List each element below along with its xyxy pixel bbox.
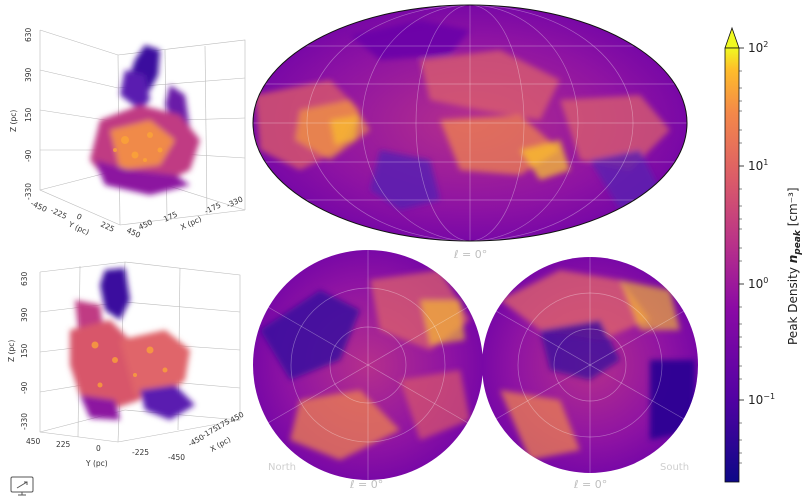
top-z-tick: -330: [24, 183, 33, 200]
top-z-tick: 390: [24, 67, 33, 82]
north-center-label: ℓ = 0°: [349, 478, 383, 491]
bottom-z-tick: 630: [20, 271, 29, 286]
top-y-tick: 225: [99, 220, 116, 234]
top-x-tick: 450: [137, 218, 154, 232]
top-z-tick: -90: [24, 150, 33, 162]
bottom-z-tick: 150: [20, 343, 29, 358]
colorbar-tick-label: 101: [748, 158, 768, 173]
bottom-y-tick: -225: [132, 448, 149, 457]
top-y-tick: -225: [49, 206, 68, 221]
top-x-tick: -330: [225, 194, 244, 209]
bottom-z-tick: -330: [20, 413, 29, 430]
top-z-tick: 630: [24, 27, 33, 42]
north-polar-map: North ℓ = 0°: [253, 250, 483, 491]
colorbar-extend-arrow: [724, 26, 740, 49]
top-x-axis-label: X (pc): [179, 214, 203, 232]
bottom-y-tick: -450: [168, 453, 185, 462]
bottom-y-tick: 450: [26, 437, 41, 446]
bottom-y-axis-label: Y (pc): [85, 459, 108, 468]
bottom-y-tick: 225: [56, 440, 71, 449]
bottom-3d-panel: Z (pc) 630 390 150 -90 -330 450 225 0 -2…: [7, 261, 246, 468]
bottom-z-tick: -90: [20, 382, 29, 394]
top-z-tick: 150: [24, 107, 33, 122]
top-y-tick: 0: [75, 212, 83, 222]
bottom-z-tick: 390: [20, 307, 29, 322]
north-corner-label: North: [268, 462, 296, 473]
top-y-axis-label: Y (pc): [66, 219, 90, 237]
top-y-tick: -450: [29, 199, 48, 214]
colorbar-gradient: [724, 47, 740, 483]
bottom-x-tick: 450: [229, 410, 246, 425]
colorbar-title: Peak Density npeak [cm⁻³]: [786, 187, 803, 345]
bottom-z-axis-label: Z (pc): [7, 340, 16, 362]
bottom-y-tick: 0: [96, 444, 101, 453]
monitor-icon[interactable]: [10, 476, 34, 496]
mollweide-center-label: ℓ = 0°: [453, 248, 487, 261]
colorbar-tick-label: 100: [748, 276, 768, 291]
mollweide-map: ℓ = 0°: [252, 4, 688, 261]
colorbar-tick-label: 102: [748, 40, 768, 55]
south-center-label: ℓ = 0°: [573, 478, 607, 491]
south-polar-map: South ℓ = 0°: [482, 257, 698, 491]
top-3d-panel: Z (pc) 630 390 150 -90 -330 -450 -225 0 …: [9, 27, 246, 240]
colorbar: 102 101 100 10−1 Peak Density npeak [cm⁻…: [724, 26, 803, 483]
top-z-axis-label: Z (pc): [9, 110, 18, 132]
colorbar-tick-label: 10−1: [748, 392, 775, 407]
top-x-tick: -175: [203, 200, 222, 215]
south-corner-label: South: [660, 462, 689, 473]
top-x-tick: 175: [162, 210, 179, 224]
bottom-x-axis-label: X (pc): [209, 435, 233, 454]
